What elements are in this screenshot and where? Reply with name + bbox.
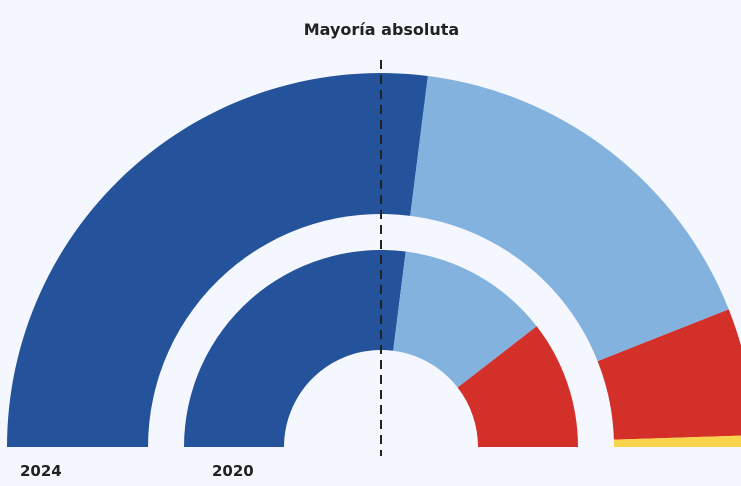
arc-segment-2024-2 <box>410 75 729 362</box>
year-label-outer: 2024 <box>20 462 62 480</box>
majority-label: Mayoría absoluta <box>303 20 460 39</box>
arc-segment-2020-2 <box>393 251 537 388</box>
arc-group <box>7 72 741 447</box>
arc-segment-2020-1 <box>184 249 406 447</box>
arc-segment-2024-3 <box>597 309 741 440</box>
year-label-inner: 2020 <box>212 462 254 480</box>
arc-segment-2020-3 <box>457 326 578 447</box>
arc-segment-2024-1 <box>7 72 428 447</box>
arc-segment-2024-4 <box>613 435 741 447</box>
